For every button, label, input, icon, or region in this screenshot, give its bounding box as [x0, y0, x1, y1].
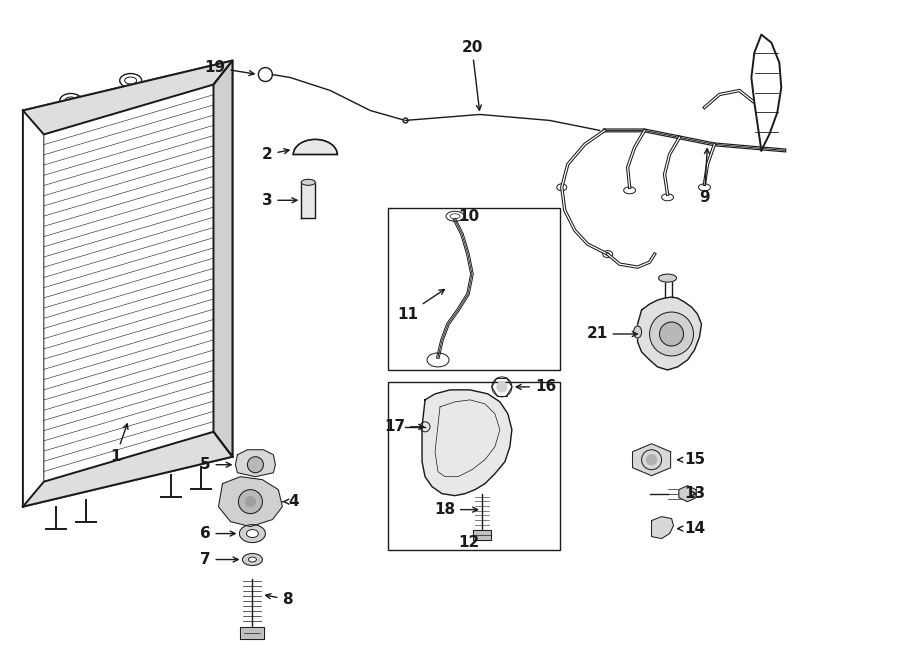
Text: 8: 8 [266, 592, 293, 607]
Text: 13: 13 [685, 486, 706, 501]
Text: 3: 3 [262, 193, 297, 208]
Polygon shape [633, 444, 670, 476]
Text: 17: 17 [384, 419, 424, 434]
Text: 2: 2 [262, 147, 289, 162]
Circle shape [248, 457, 264, 473]
Polygon shape [422, 390, 512, 496]
Ellipse shape [634, 326, 642, 338]
Circle shape [660, 322, 683, 346]
Text: 20: 20 [462, 40, 482, 110]
Polygon shape [652, 516, 673, 539]
Circle shape [497, 382, 507, 392]
Polygon shape [679, 486, 696, 502]
Polygon shape [293, 140, 338, 154]
Text: 10: 10 [458, 209, 479, 224]
Ellipse shape [239, 524, 266, 543]
Text: 7: 7 [200, 552, 239, 567]
Polygon shape [236, 449, 275, 477]
Circle shape [246, 496, 256, 506]
Polygon shape [637, 297, 701, 370]
Bar [473, 530, 491, 540]
Text: 21: 21 [587, 326, 637, 342]
Text: 14: 14 [678, 521, 706, 536]
Bar [473, 530, 491, 540]
Text: 19: 19 [204, 60, 254, 75]
Text: 16: 16 [517, 379, 556, 395]
Ellipse shape [247, 530, 258, 538]
Ellipse shape [659, 274, 677, 282]
Circle shape [646, 455, 657, 465]
Ellipse shape [302, 179, 315, 185]
Bar [240, 628, 265, 639]
Polygon shape [752, 34, 781, 150]
Text: 5: 5 [200, 457, 231, 472]
Polygon shape [302, 182, 315, 218]
Text: 12: 12 [458, 535, 479, 550]
Text: 11: 11 [397, 289, 445, 322]
Circle shape [650, 312, 694, 356]
Polygon shape [22, 60, 232, 134]
Bar [388, 382, 560, 549]
Polygon shape [22, 432, 232, 506]
Circle shape [238, 490, 263, 514]
Polygon shape [213, 60, 232, 457]
Bar [388, 209, 560, 370]
Ellipse shape [242, 553, 263, 565]
Text: 4: 4 [283, 494, 299, 509]
Text: 15: 15 [678, 452, 706, 467]
Text: 6: 6 [200, 526, 235, 541]
Text: 1: 1 [111, 424, 128, 464]
Text: 9: 9 [699, 149, 710, 205]
Polygon shape [219, 477, 283, 526]
Text: 18: 18 [434, 502, 478, 517]
Ellipse shape [248, 557, 256, 562]
